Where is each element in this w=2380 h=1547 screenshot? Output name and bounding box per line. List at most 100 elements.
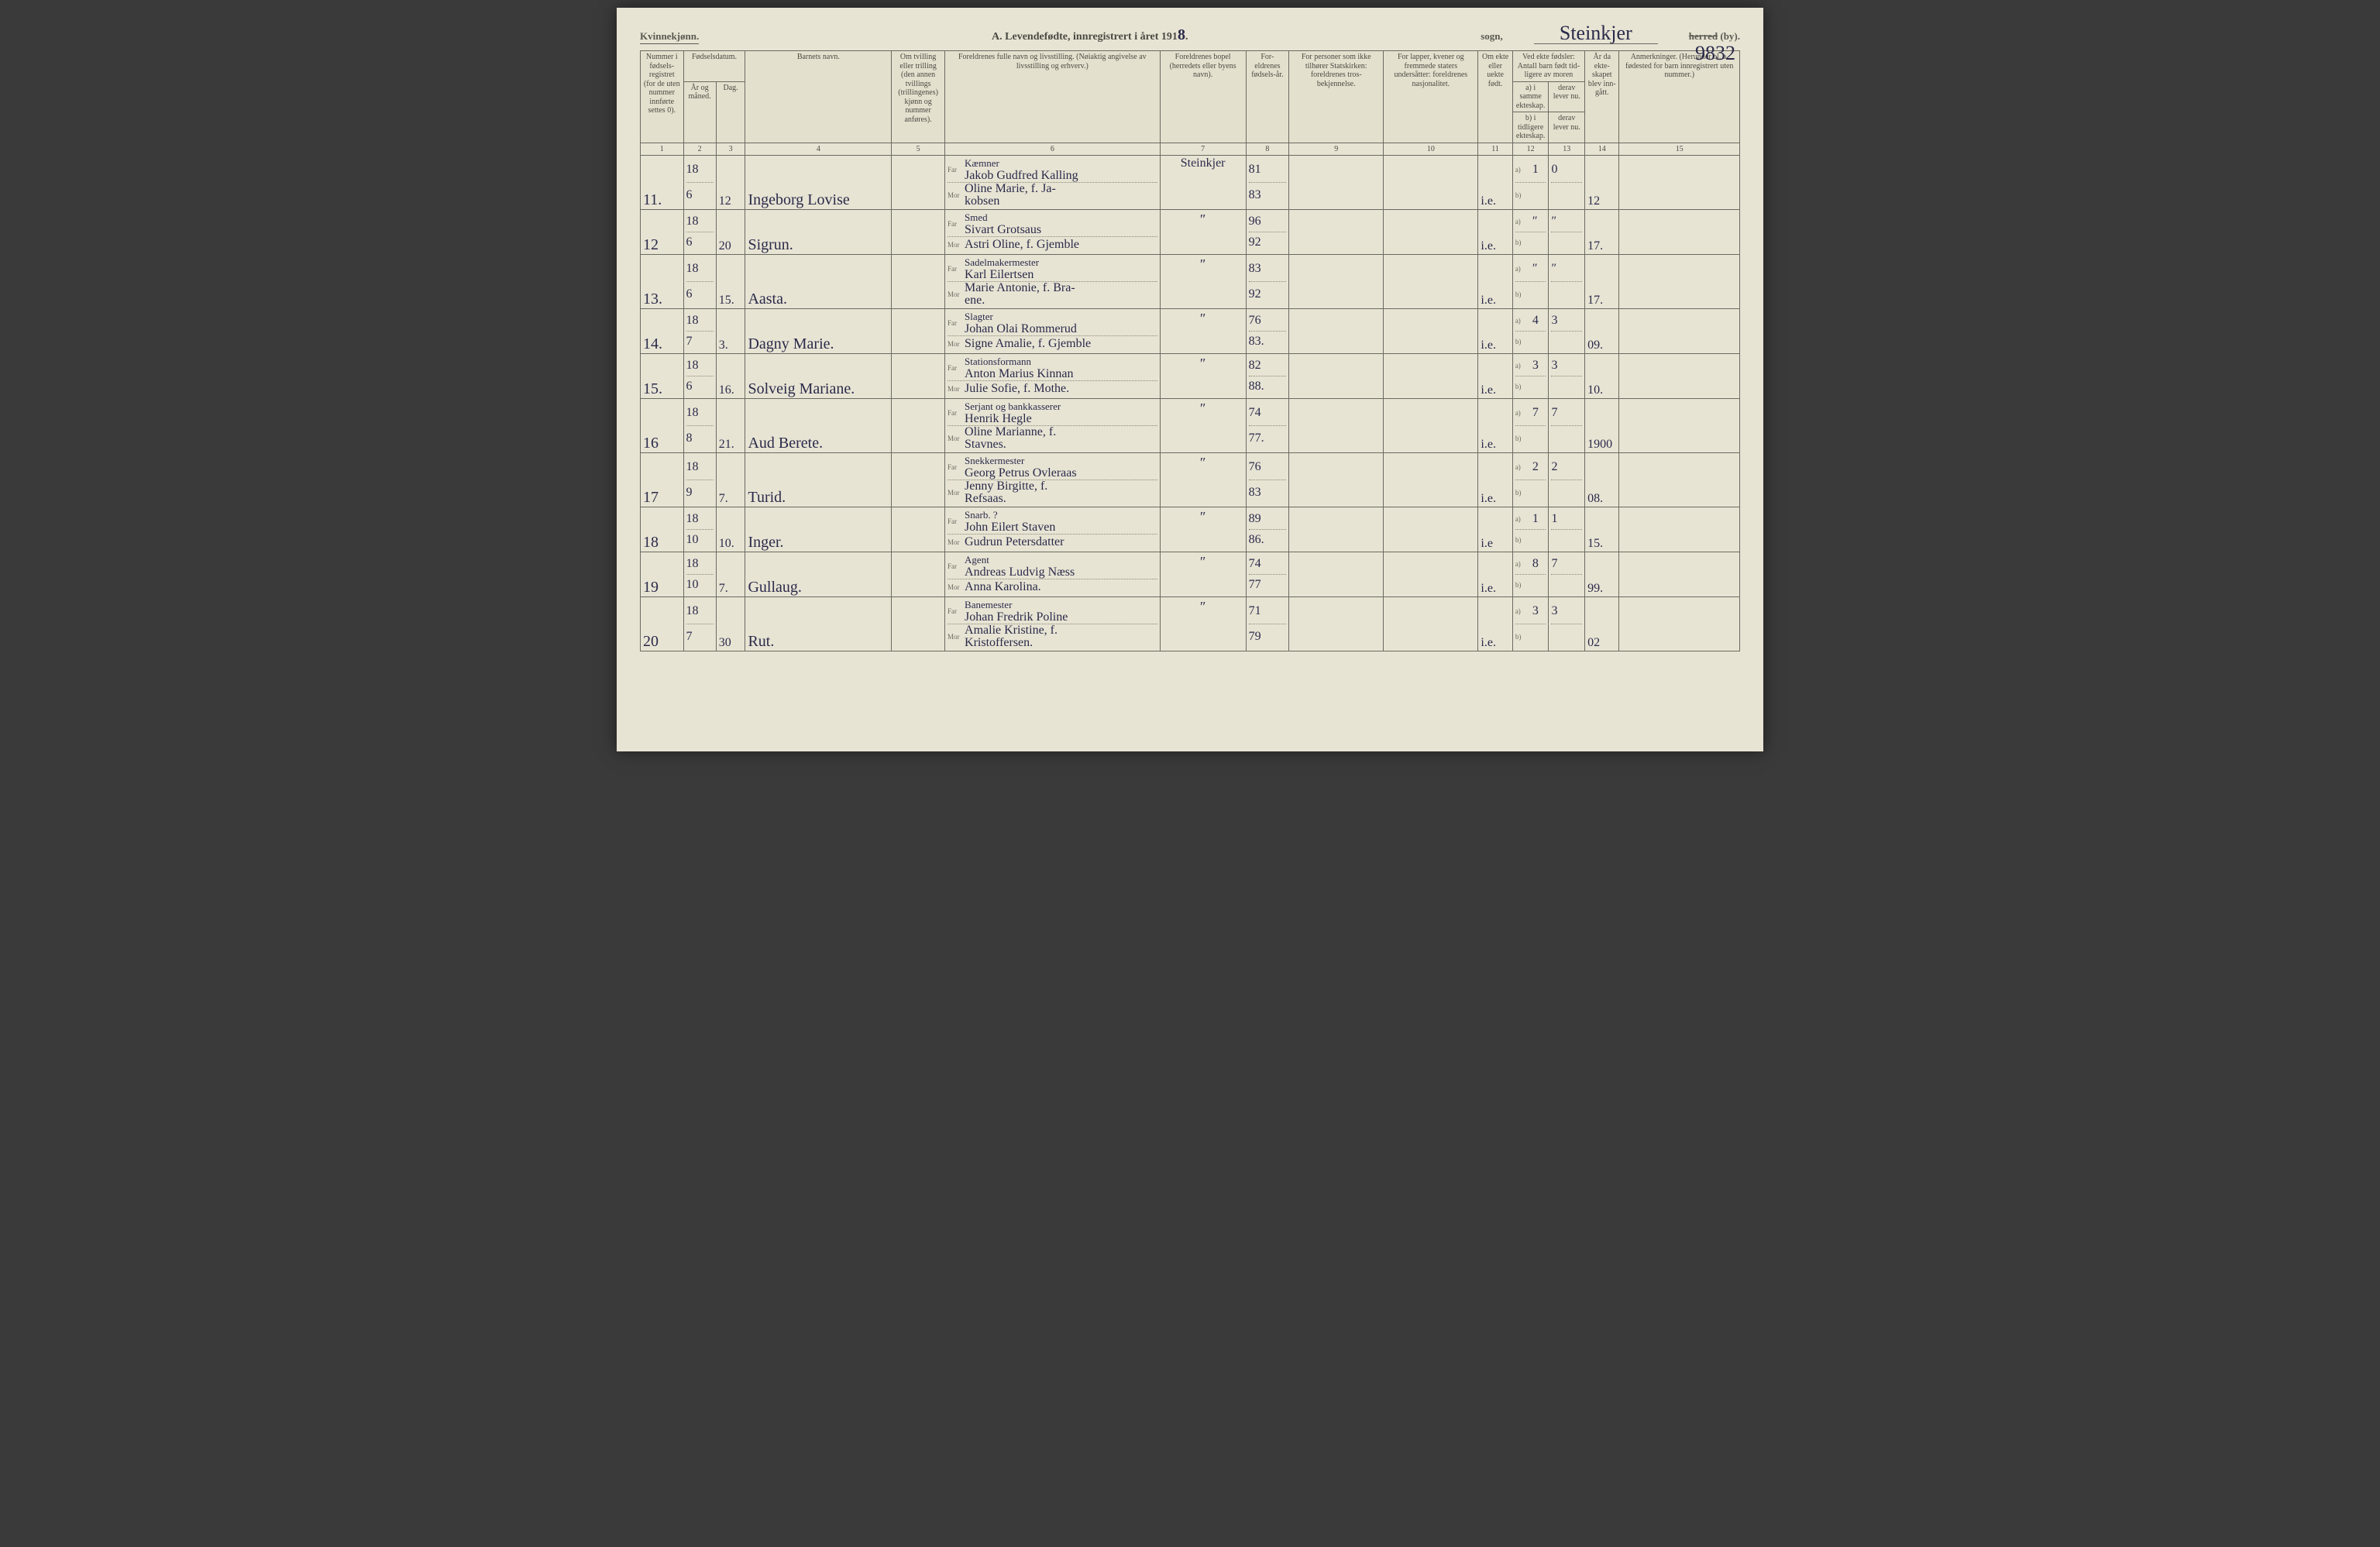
cell xyxy=(892,155,945,209)
b-label: b) xyxy=(1515,489,1529,497)
a2-value: 7 xyxy=(1551,558,1557,570)
cell xyxy=(1384,254,1478,308)
ledger-table: Nummer i fødsels-registret (for de uten … xyxy=(640,50,1740,651)
cell: i.e. xyxy=(1478,452,1512,507)
mor-label: Mor xyxy=(948,191,961,199)
col-14-header: År da ekte-skapet blev inn-gått. xyxy=(1585,51,1619,143)
cell: 12 xyxy=(1585,155,1619,209)
father-year: 74 xyxy=(1249,407,1261,419)
far-label: Far xyxy=(948,562,961,570)
a2-value: 2 xyxy=(1551,461,1557,473)
ekte: i.e xyxy=(1481,538,1493,550)
father-line: Sadelmakermester Karl Eilertsen xyxy=(965,256,1039,281)
month: 7 xyxy=(686,335,693,348)
marriage-year: 1900 xyxy=(1587,438,1612,451)
table-body: 11. 18 6 12Ingeborg Lovise Far Kæmner Ja… xyxy=(641,155,1740,651)
colnum: 1 xyxy=(641,143,684,155)
cell: 1900 xyxy=(1585,398,1619,452)
residence: Steinkjer xyxy=(1181,156,1226,170)
record-number: 17 xyxy=(643,490,659,505)
far-label: Far xyxy=(948,517,961,525)
table-row: 19 18 10 7.Gullaug. Far Agent Andreas Lu… xyxy=(641,552,1740,596)
a2-value: ″ xyxy=(1551,263,1556,275)
colnum: 8 xyxy=(1246,143,1289,155)
col-10-header: For lapper, kvener og fremmede staters u… xyxy=(1384,51,1478,143)
cell: ″ xyxy=(1160,398,1246,452)
col-12-13-group: Ved ekte fødsler: Antall barn født tid-l… xyxy=(1512,51,1584,82)
b-label: b) xyxy=(1515,239,1529,246)
cell xyxy=(1384,155,1478,209)
ditto-mark: ″ xyxy=(1163,599,1243,615)
day: 7. xyxy=(719,493,728,505)
mor-label: Mor xyxy=(948,241,961,249)
father-line: Banemester Johan Fredrik Poline xyxy=(965,599,1068,624)
record-number: 20 xyxy=(643,634,659,649)
a-value: 2 xyxy=(1532,461,1539,473)
cell: 3 xyxy=(1549,596,1585,651)
cell: 7 xyxy=(1549,552,1585,596)
col-15-header: Anmerkninger. (Herunder bl. a. fødested … xyxy=(1619,51,1740,143)
ekte: i.e. xyxy=(1481,583,1496,595)
a-value: 1 xyxy=(1532,163,1539,176)
mother-line: Oline Marie, f. Ja- kobsen xyxy=(965,183,1056,208)
child-name: Gullaug. xyxy=(748,579,801,595)
col-3-header: Dag. xyxy=(716,81,745,143)
page-number: 9832 xyxy=(1695,43,1735,64)
child-name: Sigrun. xyxy=(748,237,793,253)
cell: 81 83 xyxy=(1246,155,1289,209)
cell: a)7 b) xyxy=(1512,398,1549,452)
cell: 76 83 xyxy=(1246,452,1289,507)
cell xyxy=(1384,308,1478,353)
record-number: 16 xyxy=(643,435,659,451)
mother-line: Oline Marianne, f. Stavnes. xyxy=(965,426,1056,451)
col-12b-header: b) i tidligere ekteskap. xyxy=(1512,112,1549,143)
record-number: 14. xyxy=(643,336,662,352)
day: 10. xyxy=(719,538,734,550)
cell: 99. xyxy=(1585,552,1619,596)
cell xyxy=(1384,209,1478,254)
cell: 3 xyxy=(1549,308,1585,353)
cell: 17. xyxy=(1585,209,1619,254)
cell: 18 7 xyxy=(683,596,716,651)
year-digit: 8 xyxy=(1178,26,1185,43)
month: 6 xyxy=(686,236,693,249)
father-line: Serjant og bankkasserer Henrik Hegle xyxy=(965,401,1061,425)
year: 18 xyxy=(686,461,699,473)
col-13a-header: derav lever nu. xyxy=(1549,81,1585,112)
child-name: Ingeborg Lovise xyxy=(748,192,849,208)
cell: 16. xyxy=(716,353,745,398)
cell: 7 xyxy=(1549,398,1585,452)
year: 18 xyxy=(686,605,699,617)
mother-line: Anna Karolina. xyxy=(965,581,1041,593)
cell: Far Sadelmakermester Karl Eilertsen Mor … xyxy=(945,254,1161,308)
cell: 20 xyxy=(716,209,745,254)
table-row: 18 18 10 10.Inger. Far Snarb. ? John Eil… xyxy=(641,507,1740,552)
mother-line: Julie Sofie, f. Mothe. xyxy=(965,383,1069,395)
cell: a)1 b) xyxy=(1512,155,1549,209)
mother-line: Astri Oline, f. Gjemble xyxy=(965,239,1079,251)
father-line: Snarb. ? John Eilert Staven xyxy=(965,509,1055,534)
cell: i.e. xyxy=(1478,596,1512,651)
col-1-header: Nummer i fødsels-registret (for de uten … xyxy=(641,51,684,143)
cell: Sigrun. xyxy=(745,209,892,254)
cell: Far Snekkermester Georg Petrus Ovleraas … xyxy=(945,452,1161,507)
ditto-mark: ″ xyxy=(1163,256,1243,273)
far-label: Far xyxy=(948,364,961,372)
mor-label: Mor xyxy=(948,583,961,591)
cell xyxy=(892,552,945,596)
cell xyxy=(1384,596,1478,651)
cell: 0 xyxy=(1549,155,1585,209)
month: 6 xyxy=(686,189,693,201)
cell xyxy=(1289,552,1384,596)
colnum: 12 xyxy=(1512,143,1549,155)
a2-value: 7 xyxy=(1551,407,1557,419)
col-8-header: For-eldrenes fødsels-år. xyxy=(1246,51,1289,143)
cell: i.e. xyxy=(1478,552,1512,596)
a-label: a) xyxy=(1515,409,1529,417)
cell: 21. xyxy=(716,398,745,452)
a-label: a) xyxy=(1515,362,1529,370)
cell: ″ xyxy=(1549,209,1585,254)
cell xyxy=(1619,507,1740,552)
cell xyxy=(1619,596,1740,651)
a2-value: ″ xyxy=(1551,215,1556,228)
